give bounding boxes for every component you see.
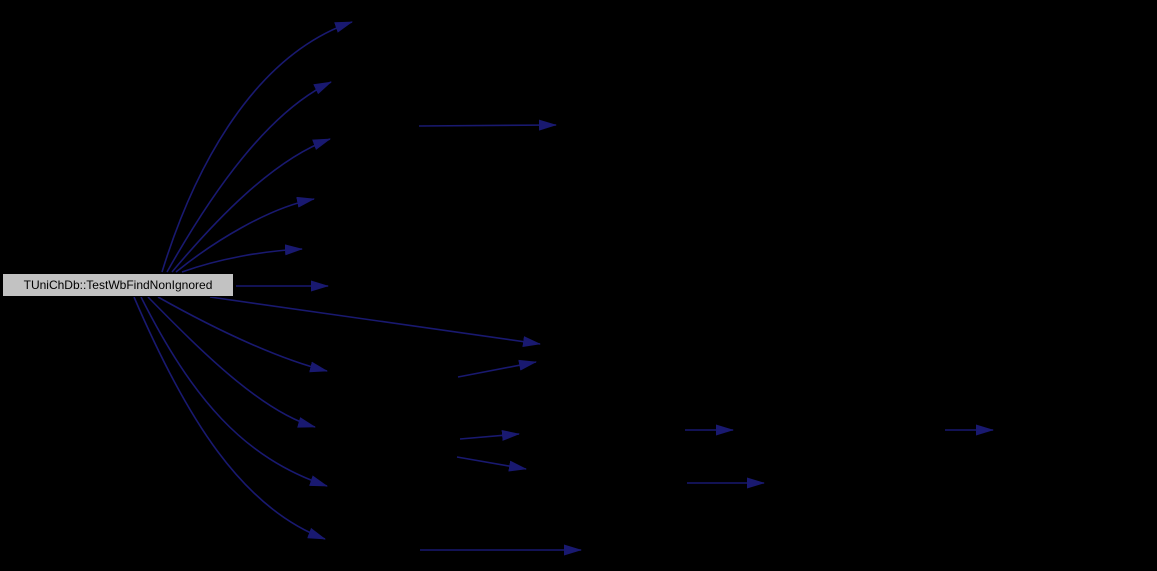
graph-edge-edge-15: [456, 456, 527, 472]
graph-edge-edge-05: [181, 244, 303, 273]
graph-edge-edge-09: [147, 296, 316, 428]
graph-edge-edge-08: [157, 296, 328, 373]
graph-edge-edge-02: [166, 81, 332, 273]
graph-node-root: TUniChDb::TestWbFindNonIgnored: [2, 273, 234, 297]
graph-edge-edge-03: [171, 138, 331, 273]
graph-edge-edge-13: [457, 359, 537, 378]
graph-edge-edge-11: [133, 296, 326, 540]
graph-edge-edge-10: [140, 296, 328, 487]
graph-edge-edge-12: [418, 119, 557, 131]
graph-edge-edge-04: [175, 196, 315, 273]
graph-node-root-label: TUniChDb::TestWbFindNonIgnored: [23, 278, 213, 292]
graph-edge-edge-14: [459, 429, 520, 441]
graph-edge-edge-07: [209, 296, 541, 348]
graph-edge-edge-01: [161, 21, 353, 273]
